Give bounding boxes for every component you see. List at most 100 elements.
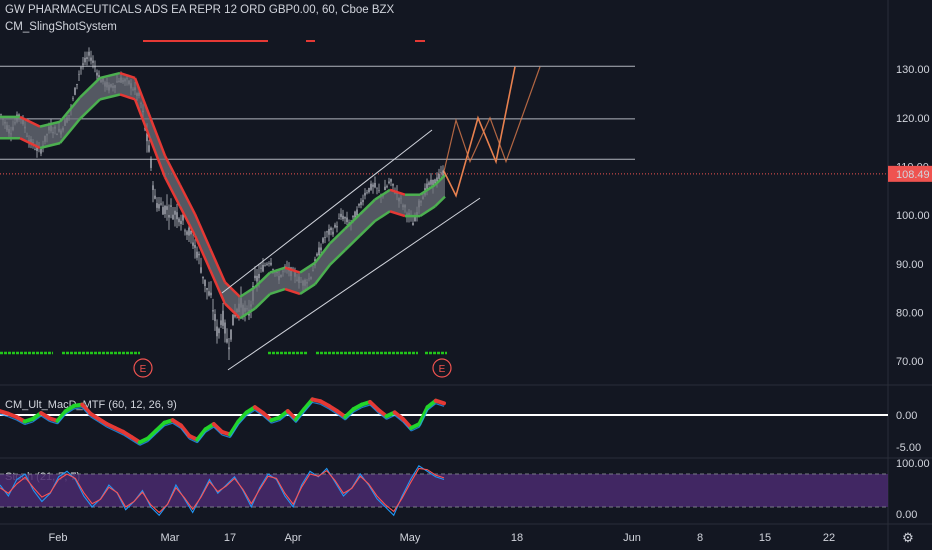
candle-body [184, 230, 186, 232]
last-price-label: 108.49 [896, 169, 930, 181]
ema-fast-line [359, 198, 376, 216]
time-tick-label: 18 [511, 532, 523, 544]
ema-band [330, 228, 345, 265]
candle-body [260, 267, 262, 269]
candle-body [40, 148, 42, 154]
ema-fast-line [59, 96, 81, 123]
price-tick-label: 80.00 [896, 307, 924, 319]
ema-band [135, 77, 150, 139]
macd-signal-line [196, 431, 207, 444]
chart-title: GW PHARMACEUTICALS ADS EA REPR 12 ORD GB… [5, 4, 395, 16]
candle-body [198, 253, 200, 256]
macd-tick-label: -5.00 [896, 442, 921, 454]
candle-body [378, 190, 380, 191]
candle-body [324, 236, 326, 238]
ema-slow-line [208, 269, 227, 305]
time-tick-label: 22 [823, 532, 835, 544]
macd-signal-line [65, 408, 75, 415]
macd-line [302, 397, 315, 412]
candle-body [176, 212, 178, 220]
ema-band [195, 214, 210, 270]
ema-fast-line [434, 174, 446, 186]
earnings-circle [133, 358, 153, 378]
candle-body [344, 217, 346, 219]
candle-body [392, 183, 394, 186]
candle-body [230, 329, 232, 340]
macd-signal-line [402, 421, 412, 432]
macd-signal-line [98, 421, 108, 428]
ema-slow-line [163, 176, 182, 207]
macd-signal-line [336, 413, 346, 421]
price-tick-label: 90.00 [896, 259, 924, 271]
ema-slow-line [344, 234, 361, 252]
ema-fast-line [39, 120, 61, 128]
macd-signal-line [427, 403, 437, 411]
candle-body [188, 227, 190, 236]
ema-slow-line [269, 287, 286, 296]
candle-body [228, 347, 230, 350]
candle-body [170, 205, 172, 207]
ema-band [285, 267, 300, 294]
candle-body [264, 265, 266, 266]
candle-body [376, 187, 378, 189]
candle-body [254, 275, 256, 279]
candle-body [78, 74, 80, 75]
macd-signal-line [0, 413, 9, 418]
macd-signal-line [16, 419, 25, 426]
macd-signal-line [114, 430, 124, 436]
ema-fast-line [133, 77, 152, 118]
candle-body [84, 57, 86, 63]
candle-body [218, 328, 220, 334]
price-tick-label: 70.00 [896, 356, 924, 368]
price-tick-label: 120.00 [896, 113, 930, 125]
macd-signal-line [57, 413, 67, 425]
candle-body [94, 66, 96, 68]
candle-body [412, 222, 414, 226]
ema-fast-line [119, 71, 136, 80]
ema-fast-line [79, 77, 101, 99]
stoch-d-line [0, 467, 445, 514]
candle-body [204, 279, 206, 287]
macd-signal-line [353, 407, 363, 413]
macd-pane-label: CM_Ult_MacD_MTF (60, 12, 26, 9) [5, 399, 177, 411]
candle-body [330, 227, 332, 231]
candle-body [368, 187, 370, 193]
candle-body [256, 275, 258, 282]
ema-slow-line [133, 98, 152, 139]
candle-body [346, 217, 348, 223]
candle-body [440, 172, 442, 173]
macd-signal-line [361, 404, 371, 409]
candle-body [86, 57, 88, 59]
candle-body [428, 182, 430, 186]
macd-signal-line [24, 421, 34, 426]
candle-body [160, 203, 162, 205]
macd-signal-line [344, 411, 354, 421]
candle-body [360, 201, 362, 205]
candle-body [164, 205, 166, 215]
projection-path [443, 66, 516, 198]
ema-band [360, 199, 375, 236]
ema-band [225, 282, 240, 319]
settings-gear-icon[interactable]: ⚙ [902, 530, 914, 545]
ema-slow-line [314, 264, 331, 285]
macd-signal-line [254, 409, 264, 417]
ema-slow-line [284, 287, 301, 296]
ema-fast-line [99, 71, 121, 80]
macd-line [433, 398, 446, 406]
candle-body [362, 200, 364, 203]
candle-body [266, 263, 268, 265]
price-tick-label: 130.00 [896, 64, 930, 76]
macd-signal-line [73, 407, 83, 410]
ema-slow-line [299, 283, 316, 296]
candle-body [328, 229, 330, 235]
ema-slow-line [374, 210, 391, 223]
candle-body [284, 266, 286, 269]
candle-body [386, 186, 388, 188]
candle-body [208, 291, 210, 296]
candle-body [162, 207, 164, 215]
candle-body [442, 170, 444, 177]
candle-body [156, 203, 158, 208]
ema-slow-line [224, 302, 241, 320]
candle-body [146, 132, 148, 142]
